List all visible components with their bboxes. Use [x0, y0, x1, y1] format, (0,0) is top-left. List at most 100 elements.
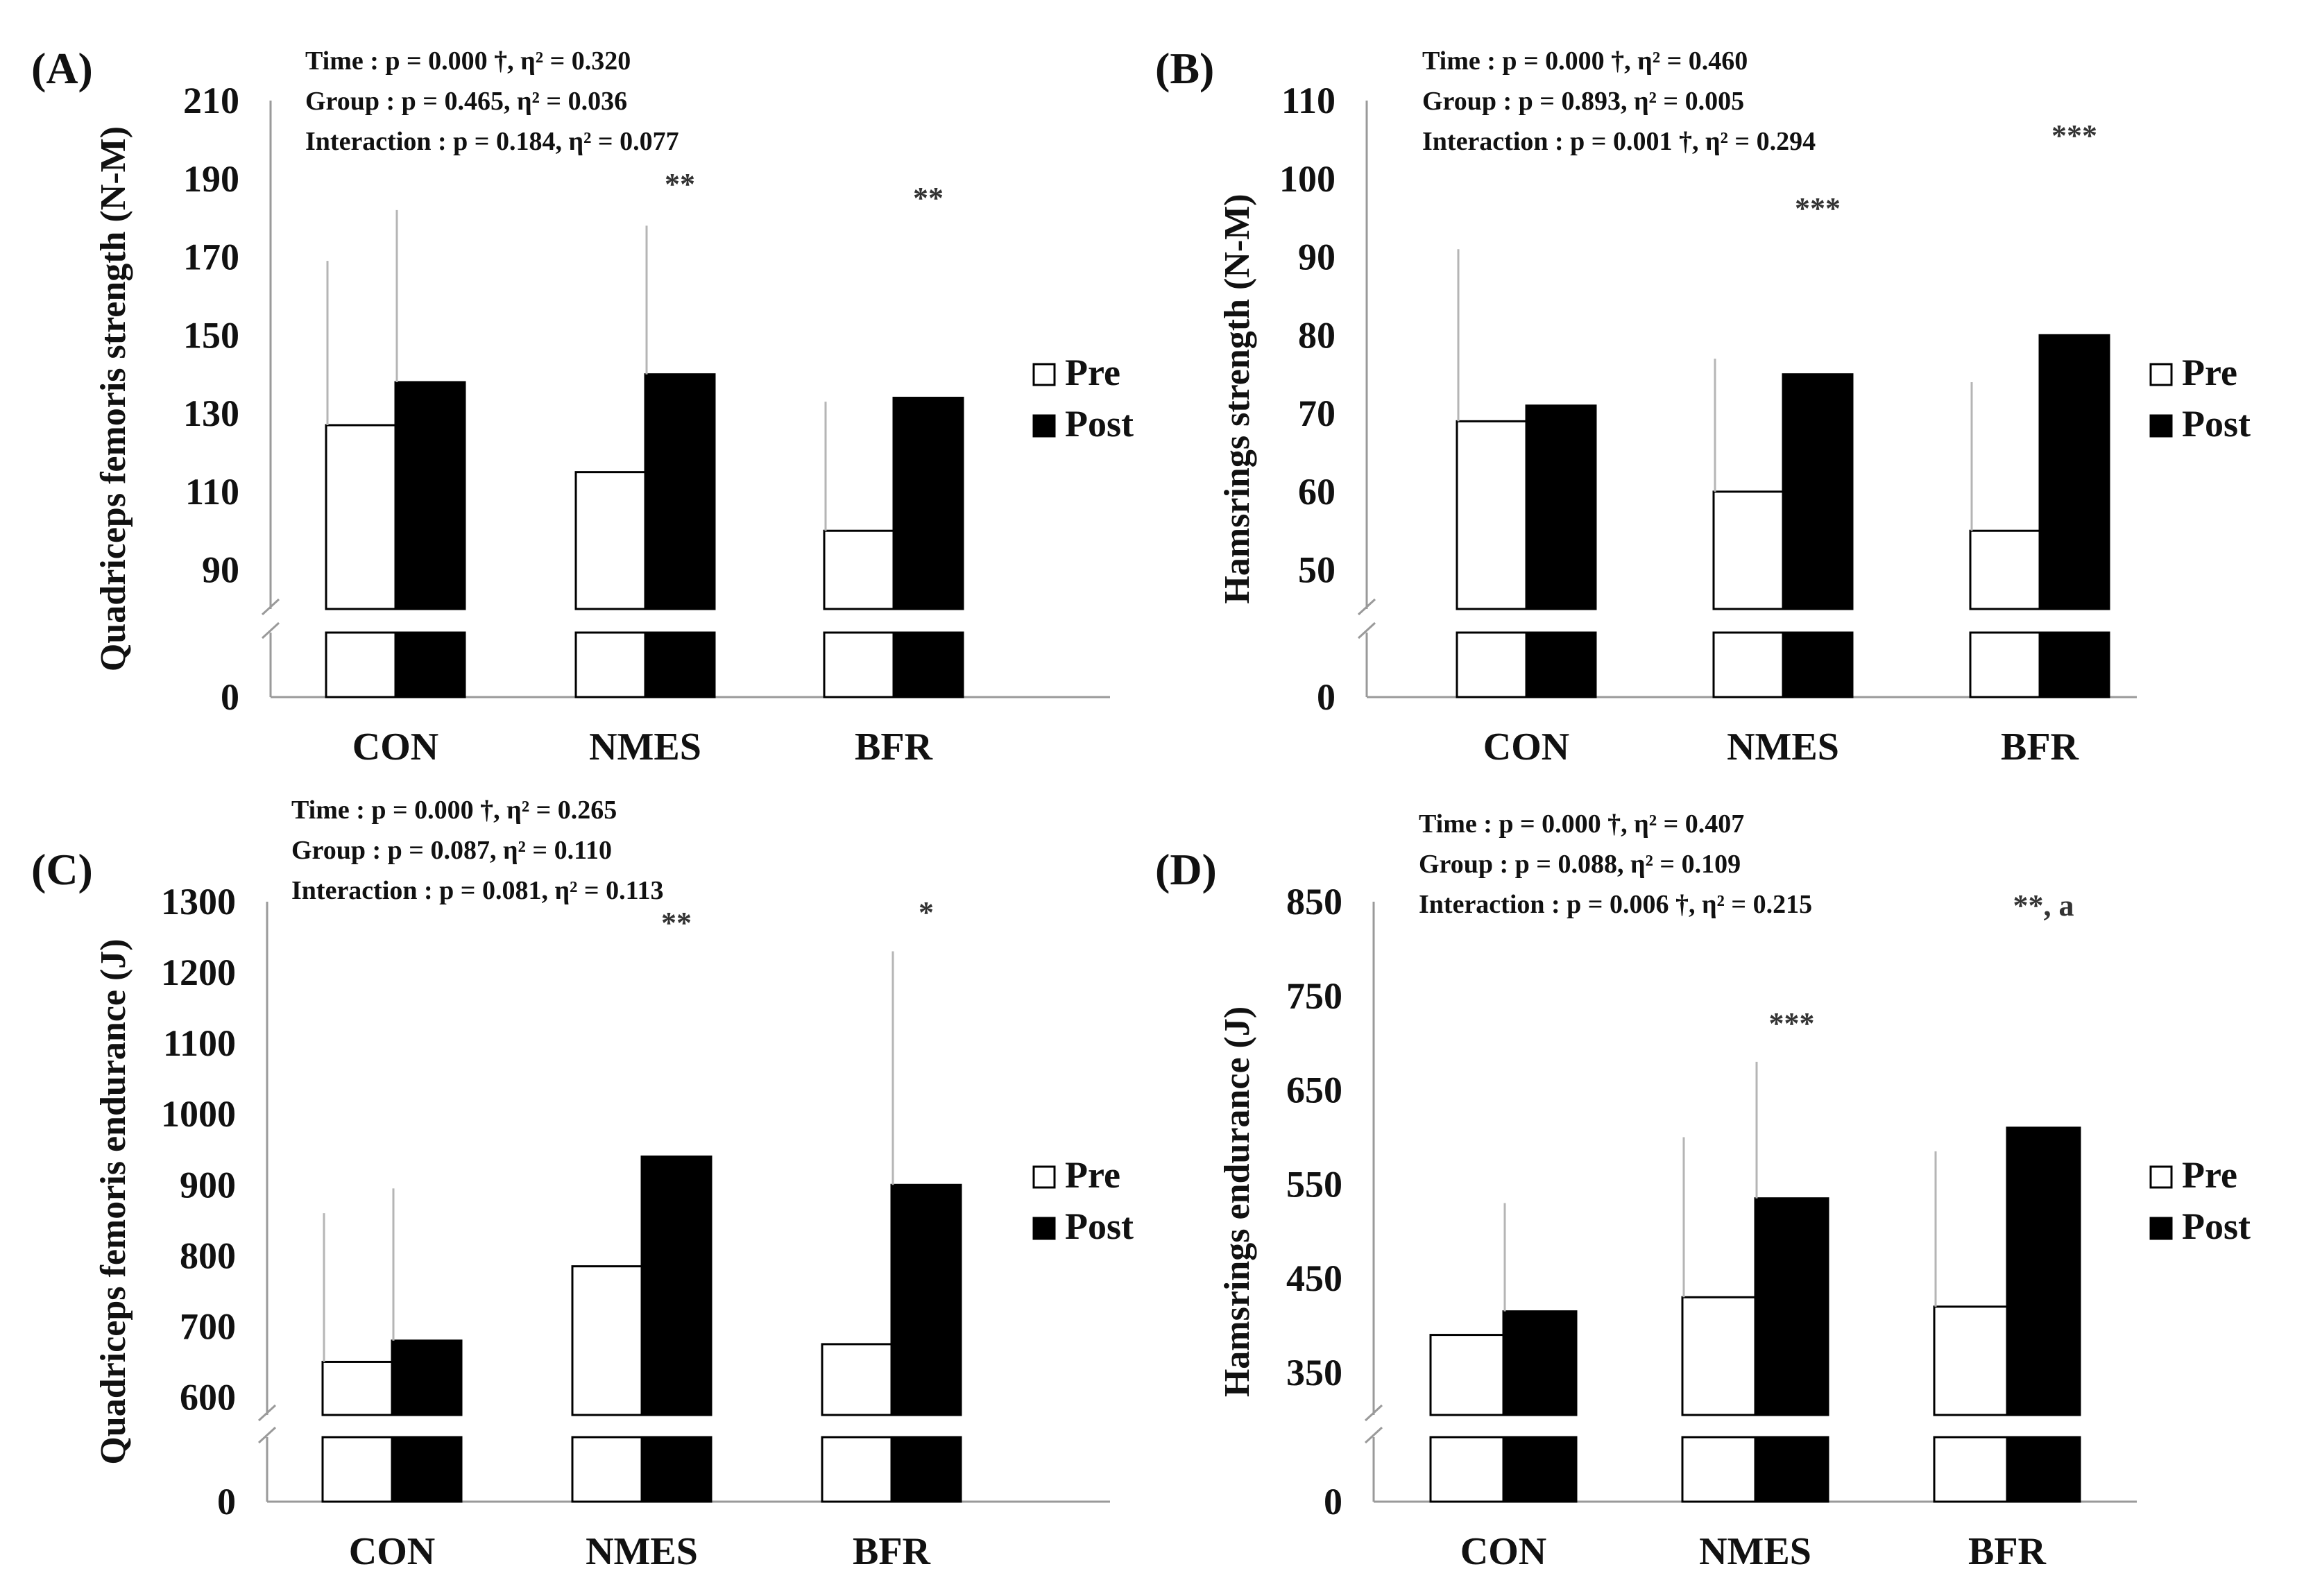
legend-label-pre: Pre: [2182, 352, 2237, 393]
y-tick-label: 100: [1279, 158, 1336, 200]
bar-base-post-con: [1525, 631, 1597, 698]
bar-base-post-bfr: [2006, 1436, 2081, 1503]
bar-base-pre-nmes: [1712, 631, 1784, 698]
stat-group: Group : p = 0.893, η² = 0.005: [1422, 87, 1744, 116]
y-tick-label: 60: [1298, 471, 1336, 513]
axis-break-mark: [257, 1404, 277, 1422]
chart-panel-b: (B) Hamsrings strength (N-M) 0 50 60 70 80 90 10…: [1155, 44, 2251, 769]
legend-label-post: Post: [2182, 403, 2251, 445]
y-tick-label: 900: [180, 1164, 236, 1205]
bar-pre-bfr: [823, 529, 895, 610]
stat-time: Time : p = 0.000 †, η² = 0.460: [1422, 46, 1748, 76]
bar-pre-bfr: [1933, 1305, 2008, 1416]
y-tick-label: 750: [1286, 975, 1342, 1017]
bar-base-post-con: [394, 631, 466, 698]
bar-post-bfr: [892, 397, 964, 610]
y-tick-label: 0: [1324, 1481, 1342, 1522]
bar-base-post-nmes: [640, 1436, 712, 1503]
y-tick-label: 70: [1298, 393, 1336, 434]
bar-post-con: [394, 381, 466, 610]
x-category-label: NMES: [586, 1530, 698, 1573]
x-category-label: BFR: [853, 1530, 931, 1573]
significance-marker: *: [919, 895, 934, 929]
bar-pre-nmes: [1681, 1296, 1757, 1416]
legend-swatch-post: [1032, 1217, 1056, 1240]
bar-pre-con: [321, 1360, 393, 1416]
x-category-label: BFR: [1968, 1530, 2047, 1573]
bar-pre-con: [1429, 1334, 1505, 1416]
bar-base-post-nmes: [1754, 1436, 1829, 1503]
y-tick-label: 0: [217, 1481, 236, 1522]
x-category-label: NMES: [1727, 726, 1839, 769]
bar-post-nmes: [640, 1155, 712, 1416]
stat-interaction: Interaction : p = 0.001 †, η² = 0.294: [1422, 127, 1816, 156]
panel-label: (A): [31, 44, 93, 93]
stat-time: Time : p = 0.000 †, η² = 0.265: [291, 796, 617, 825]
legend-swatch-pre: [2149, 363, 2173, 386]
x-category-label: CON: [349, 1530, 435, 1573]
legend-swatch-post: [1032, 414, 1056, 438]
bar-base-pre-con: [1456, 631, 1528, 698]
y-axis-title: Hamsrings endurance (J): [1218, 1006, 1257, 1397]
significance-marker: ***: [1769, 1006, 1815, 1040]
legend-swatch-pre: [1032, 363, 1056, 386]
stat-time: Time : p = 0.000 †, η² = 0.320: [305, 46, 631, 76]
y-tick-label: 130: [183, 393, 239, 434]
bar-pre-bfr: [821, 1343, 893, 1416]
bar-post-con: [391, 1339, 463, 1416]
y-tick-label: 170: [183, 237, 239, 278]
x-category-label: BFR: [2001, 726, 2079, 769]
bar-base-post-bfr: [890, 1436, 962, 1503]
significance-marker: **, a: [2013, 889, 2074, 923]
y-axis-title: Hamsrings strength (N-M): [1218, 194, 1257, 603]
legend-swatch-post: [2149, 414, 2173, 438]
axis-break-mark: [1357, 621, 1376, 640]
bar-base-post-bfr: [2038, 631, 2110, 698]
bar-pre-nmes: [574, 471, 647, 610]
axis-break-mark: [257, 1426, 277, 1444]
chart-panel-a: (A)Quadriceps femoris strength (N-M) 0 90 1…: [31, 44, 1134, 769]
y-tick-label: 1300: [161, 881, 236, 923]
bar-pre-nmes: [1712, 490, 1784, 610]
axis-break-mark: [1364, 1404, 1383, 1422]
y-tick-label: 850: [1286, 881, 1342, 923]
bar-base-post-nmes: [1782, 631, 1854, 698]
bar-base-pre-nmes: [571, 1436, 643, 1503]
y-tick-label: 700: [180, 1305, 236, 1347]
y-tick-label: 0: [1317, 676, 1336, 718]
y-tick-label: 90: [202, 549, 239, 591]
significance-marker: **: [665, 167, 695, 201]
y-tick-label: 90: [1298, 237, 1336, 278]
stat-group: Group : p = 0.465, η² = 0.036: [305, 87, 627, 116]
bar-post-bfr: [2038, 334, 2110, 610]
x-category-label: CON: [1483, 726, 1569, 769]
y-tick-label: 800: [180, 1235, 236, 1276]
legend-swatch-pre: [2149, 1165, 2173, 1189]
bar-base-post-con: [1502, 1436, 1578, 1503]
bar-base-pre-con: [1429, 1436, 1505, 1503]
bar-post-nmes: [644, 373, 716, 610]
significance-marker: ***: [1795, 191, 1841, 225]
y-tick-label: 1000: [161, 1093, 236, 1135]
legend-label-pre: Pre: [2182, 1154, 2237, 1196]
axis-break-mark: [1364, 1426, 1383, 1444]
significance-marker: **: [913, 181, 944, 215]
bar-pre-con: [325, 424, 397, 610]
y-tick-label: 550: [1286, 1163, 1342, 1205]
legend-label-post: Post: [1065, 403, 1134, 445]
y-tick-label: 600: [180, 1376, 236, 1418]
bar-base-post-bfr: [892, 631, 964, 698]
panel-label: (B): [1155, 44, 1214, 93]
legend-swatch-post: [2149, 1217, 2173, 1240]
y-tick-label: 210: [183, 80, 239, 121]
bar-post-con: [1525, 404, 1597, 610]
bar-base-pre-con: [321, 1436, 393, 1503]
panel-label: (C): [31, 845, 93, 894]
bar-pre-bfr: [1969, 529, 2041, 610]
x-category-label: NMES: [1699, 1530, 1811, 1573]
y-tick-label: 1200: [161, 952, 236, 993]
legend-label-post: Post: [2182, 1205, 2251, 1247]
legend-label-post: Post: [1065, 1205, 1134, 1247]
chart-panel-d: (D) Hamsrings endurance (J) 0 350 450 550 650 7…: [1155, 809, 2251, 1573]
